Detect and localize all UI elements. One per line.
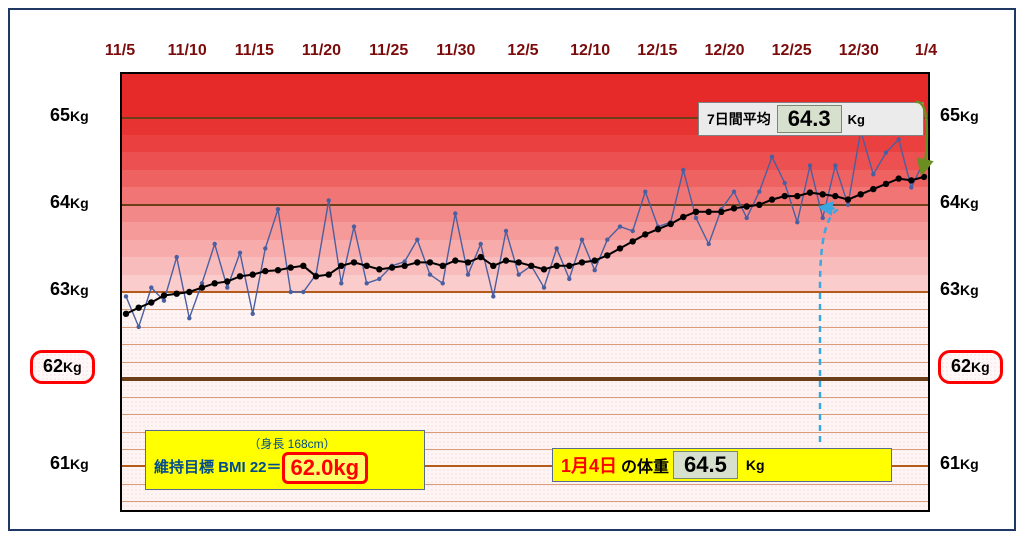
- x-tick-label: 12/5: [507, 42, 538, 60]
- target-value: 62: [951, 356, 971, 376]
- avg-line: [126, 177, 924, 314]
- y-tick-right: 64Kg: [940, 192, 979, 213]
- kg-suffix: Kg: [971, 359, 990, 375]
- x-tick-label: 11/25: [369, 42, 408, 60]
- chart-frame: 11/5 11/10 11/15 11/20 11/25 11/30 12/5 12/10 12…: [8, 8, 1016, 531]
- x-tick-label: 1/4: [915, 42, 937, 60]
- bmi-value: 62.0kg: [282, 452, 369, 484]
- target-badge-right: 62Kg: [938, 350, 1003, 384]
- target-value: 62: [43, 356, 63, 376]
- bmi-prefix: 維持目標 BMI 22＝: [154, 459, 282, 476]
- y-tick-right: 65Kg: [940, 105, 979, 126]
- x-tick-label: 12/25: [772, 42, 812, 60]
- y-tick-right: 63Kg: [940, 279, 979, 300]
- x-tick-label: 12/10: [570, 42, 610, 60]
- weight-date: 1月4日: [561, 452, 617, 478]
- bmi-height-label: （身長 168cm）: [154, 435, 416, 452]
- weight-box: 1月4日 の体重 64.5 Kg: [552, 448, 892, 482]
- kg-suffix: Kg: [63, 359, 82, 375]
- avg-unit: Kg: [848, 112, 865, 127]
- avg-box: 7日間平均 64.3 Kg: [698, 102, 924, 136]
- avg-value: 64.3: [777, 105, 842, 133]
- y-tick-left: 61Kg: [50, 453, 89, 474]
- bmi-box: （身長 168cm） 維持目標 BMI 22＝62.0kg: [145, 430, 425, 490]
- x-tick-label: 11/30: [436, 42, 475, 60]
- x-tick-label: 11/20: [302, 42, 341, 60]
- x-tick-label: 11/15: [235, 42, 274, 60]
- y-tick-left: 63Kg: [50, 279, 89, 300]
- weight-label: の体重: [621, 453, 669, 477]
- avg-label: 7日間平均: [707, 109, 771, 129]
- weight-unit: Kg: [742, 457, 765, 473]
- x-tick-label: 12/30: [839, 42, 879, 60]
- weight-value: 64.5: [673, 451, 738, 479]
- y-tick-left: 64Kg: [50, 192, 89, 213]
- x-tick-label: 11/10: [168, 42, 207, 60]
- x-tick-label: 12/20: [704, 42, 744, 60]
- target-badge-left: 62Kg: [30, 350, 95, 384]
- x-tick-label: 12/15: [637, 42, 677, 60]
- y-tick-left: 65Kg: [50, 105, 89, 126]
- daily-line: [126, 131, 924, 327]
- x-tick-label: 11/5: [105, 42, 135, 60]
- y-tick-right: 61Kg: [940, 453, 979, 474]
